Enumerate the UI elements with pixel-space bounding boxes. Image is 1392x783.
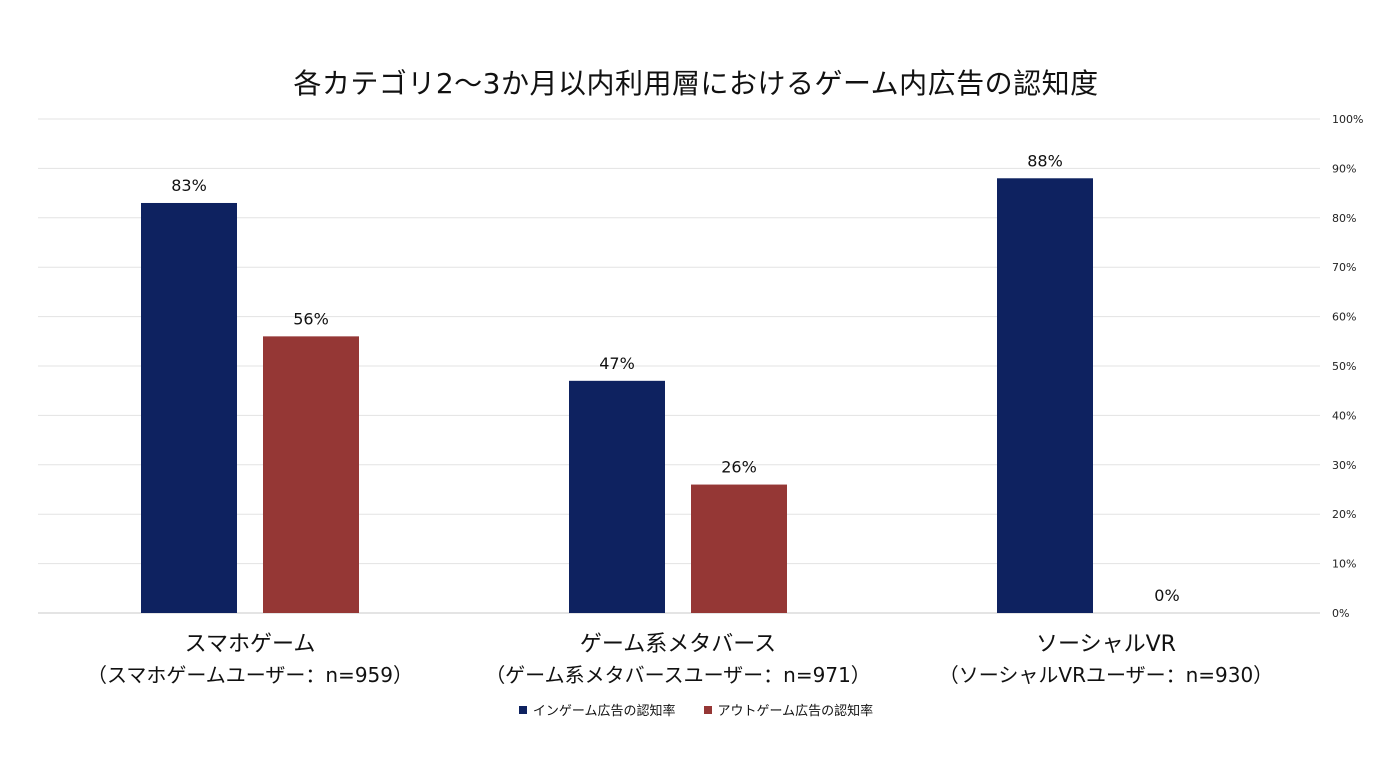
y-tick-label: 50%: [1332, 360, 1356, 373]
data-label: 0%: [1154, 586, 1179, 605]
category-sublabel: （ゲーム系メタバースユーザー：n=971）: [485, 663, 871, 687]
bar: [263, 336, 359, 613]
bar: [569, 380, 665, 613]
data-label: 26%: [721, 458, 757, 477]
y-tick-label: 40%: [1332, 409, 1356, 422]
category-label: ソーシャルVR: [1036, 632, 1176, 657]
y-tick-label: 70%: [1332, 261, 1356, 274]
category-label: スマホゲーム: [185, 632, 316, 657]
legend: インゲーム広告の認知率 アウトゲーム広告の認知率: [0, 700, 1392, 719]
data-label: 47%: [599, 354, 635, 373]
data-label: 88%: [1027, 151, 1063, 170]
bar: [997, 178, 1093, 613]
category-label: ゲーム系メタバース: [580, 632, 776, 657]
y-tick-label: 10%: [1332, 558, 1356, 571]
legend-swatch-outgame: [703, 705, 712, 714]
chart-title: 各カテゴリ2〜3か月以内利用層におけるゲーム内広告の認知度: [293, 67, 1099, 100]
legend-item-outgame: アウトゲーム広告の認知率: [703, 700, 874, 719]
legend-label-ingame: インゲーム広告の認知率: [532, 704, 676, 719]
data-label: 56%: [293, 309, 329, 328]
y-tick-label: 20%: [1332, 508, 1356, 521]
category-sublabel: （ソーシャルVRユーザー：n=930）: [939, 663, 1273, 687]
bar: [691, 484, 787, 613]
legend-label-outgame: アウトゲーム広告の認知率: [717, 704, 874, 719]
y-tick-label: 100%: [1332, 113, 1363, 126]
data-label: 83%: [171, 176, 207, 195]
bar: [141, 202, 237, 614]
y-tick-label: 30%: [1332, 459, 1356, 472]
y-tick-label: 60%: [1332, 311, 1356, 324]
y-tick-label: 0%: [1332, 607, 1349, 620]
y-tick-label: 80%: [1332, 212, 1356, 225]
legend-swatch-ingame: [518, 705, 527, 714]
y-tick-label: 90%: [1332, 162, 1356, 175]
category-sublabel: （スマホゲームユーザー：n=959）: [87, 663, 413, 687]
legend-item-ingame: インゲーム広告の認知率: [518, 700, 676, 719]
